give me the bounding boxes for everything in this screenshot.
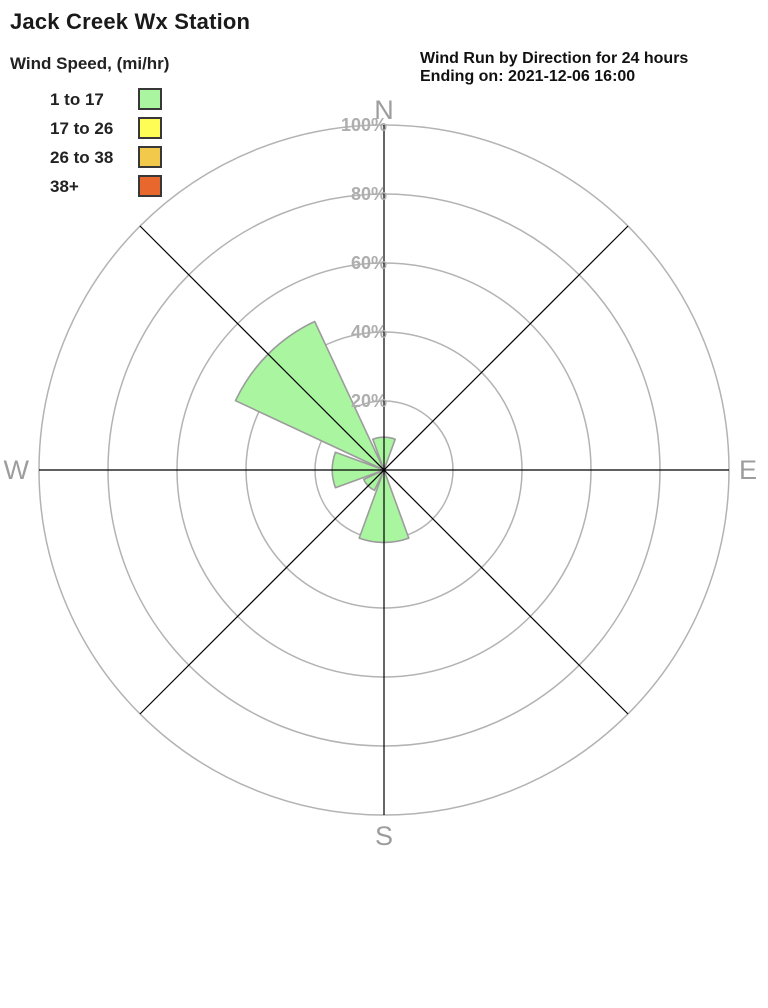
legend-item-label: 26 to 38 xyxy=(50,148,114,167)
chart-info-line1: Wind Run by Direction for 24 hours xyxy=(420,50,689,67)
legend-item: 17 to 26 xyxy=(0,116,200,145)
legend-item-label: 17 to 26 xyxy=(50,119,114,138)
compass-label-e: E xyxy=(739,455,757,485)
legend-color-swatch xyxy=(138,117,162,139)
legend-item-label: 1 to 17 xyxy=(50,90,104,109)
legend-item: 38+ xyxy=(0,174,200,203)
compass-label-w: W xyxy=(4,455,30,485)
compass-label-s: S xyxy=(375,821,393,851)
legend-item: 1 to 17 xyxy=(0,87,200,116)
legend-item-label: 38+ xyxy=(50,177,79,196)
compass-labels: N E S W xyxy=(4,95,758,851)
polar-grid-spokes xyxy=(39,125,729,815)
ring-label-40: 40% xyxy=(351,322,387,342)
chart-info-line2: Ending on: 2021-12-06 16:00 xyxy=(420,68,636,85)
legend-title: Wind Speed, (mi/hr) xyxy=(10,54,170,73)
legend-color-swatch xyxy=(138,146,162,168)
legend-color-swatch xyxy=(138,175,162,197)
chart-info: Wind Run by Direction for 24 hours Endin… xyxy=(420,50,688,86)
compass-label-n: N xyxy=(374,95,394,125)
ring-label-100: 100% xyxy=(341,115,387,135)
wind-wedges xyxy=(234,320,410,544)
ring-label-60: 60% xyxy=(351,253,387,273)
wind-speed-legend: 1 to 17 17 to 26 26 to 38 38+ xyxy=(0,87,200,203)
ring-label-80: 80% xyxy=(351,184,387,204)
legend-color-swatch xyxy=(138,88,162,110)
ring-tick-labels: 20% 40% 60% 80% 100% xyxy=(341,115,387,411)
ring-label-20: 20% xyxy=(351,391,387,411)
page-title: Jack Creek Wx Station xyxy=(10,9,251,34)
legend-item: 26 to 38 xyxy=(0,145,200,174)
